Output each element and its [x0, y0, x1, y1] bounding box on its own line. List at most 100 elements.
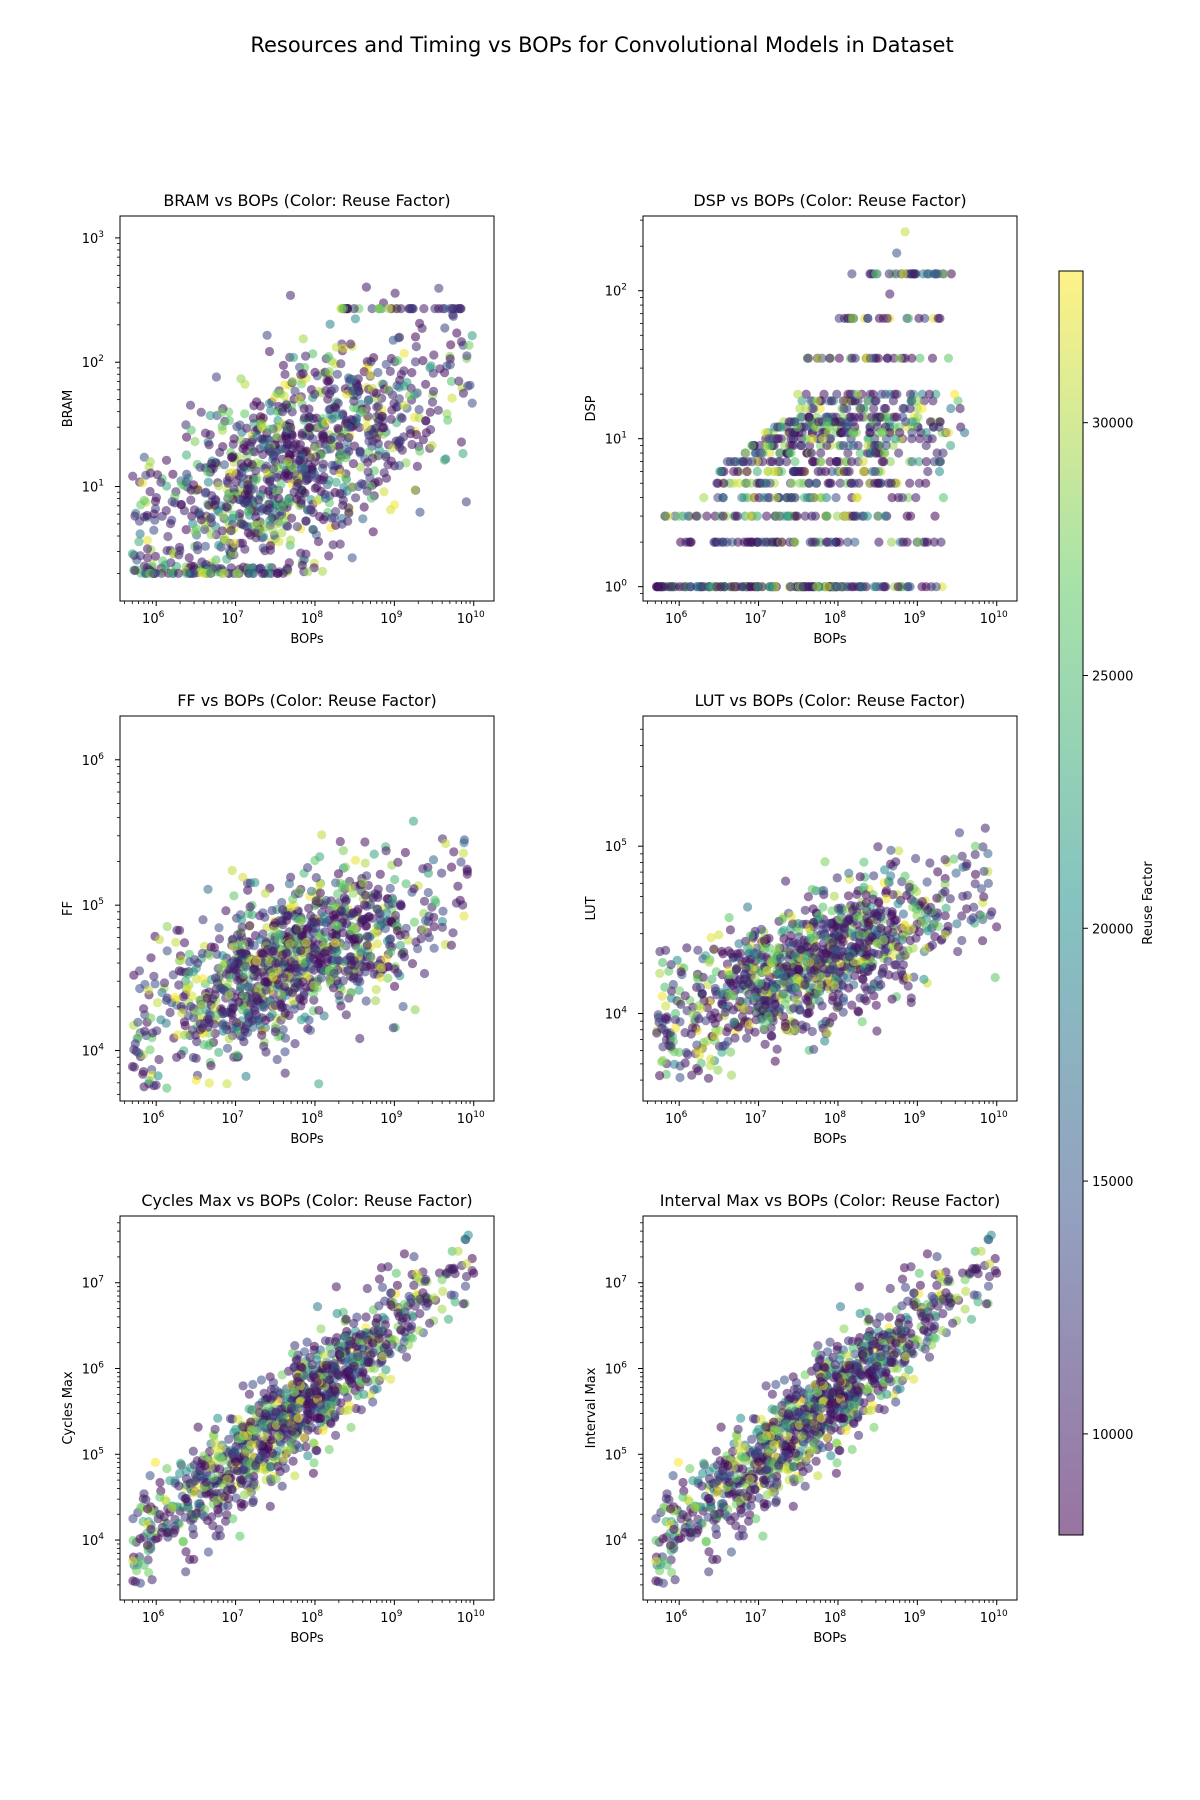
data-point [861, 890, 871, 900]
data-point [310, 944, 320, 954]
data-point [806, 396, 816, 406]
data-point [227, 453, 237, 463]
data-point [200, 541, 210, 551]
data-point [786, 448, 796, 458]
data-point [312, 1302, 323, 1312]
data-point [361, 996, 371, 1006]
data-point [842, 917, 852, 927]
data-point [386, 947, 396, 957]
data-point [730, 511, 741, 521]
data-point [809, 943, 819, 953]
data-point [812, 582, 822, 592]
data-point [759, 1023, 769, 1033]
data-point [381, 908, 392, 918]
data-point [409, 917, 419, 927]
data-point [932, 893, 942, 903]
data-point [902, 511, 912, 521]
data-point [182, 984, 192, 994]
data-point [217, 421, 227, 431]
data-point [791, 1025, 801, 1035]
data-point [283, 521, 293, 531]
data-point [276, 389, 286, 399]
data-point [658, 957, 668, 968]
data-point [430, 895, 440, 905]
data-point [358, 878, 368, 888]
data-point [145, 457, 155, 467]
data-point [722, 457, 733, 467]
data-point [696, 1058, 706, 1068]
data-point [296, 370, 306, 380]
data-point [228, 467, 238, 477]
data-point [786, 582, 796, 592]
data-point [883, 956, 893, 966]
data-point [756, 448, 767, 458]
data-point [168, 469, 178, 479]
data-point [675, 1061, 685, 1071]
data-point [802, 353, 813, 363]
data-point [805, 933, 816, 943]
data-point [872, 938, 882, 949]
data-point [143, 553, 153, 563]
data-point [814, 981, 824, 991]
data-point [927, 940, 938, 950]
data-point [914, 313, 924, 323]
data-point [801, 389, 811, 399]
data-point [440, 323, 450, 333]
data-point [401, 879, 411, 889]
data-point [729, 582, 739, 592]
data-point [456, 337, 467, 347]
data-point [296, 946, 306, 956]
subplot-title: Cycles Max vs BOPs (Color: Reuse Factor) [141, 1191, 472, 1210]
data-point [249, 447, 260, 457]
data-point [216, 962, 226, 972]
data-point [220, 535, 230, 545]
data-point [183, 969, 193, 979]
data-point [316, 973, 326, 983]
data-point [835, 537, 845, 547]
data-point [694, 1001, 704, 1011]
data-point [238, 1381, 248, 1391]
data-point [224, 990, 234, 1000]
data-point [400, 847, 410, 858]
data-point [410, 390, 420, 400]
data-point [726, 1070, 737, 1080]
data-point [415, 446, 425, 456]
data-point [364, 911, 374, 922]
data-point [319, 912, 329, 922]
data-point [666, 993, 677, 1003]
data-point [655, 968, 665, 979]
data-point [268, 464, 278, 474]
data-point [303, 567, 313, 577]
data-point [712, 478, 722, 488]
data-point [946, 269, 956, 279]
data-point [894, 846, 904, 856]
data-point [885, 457, 895, 467]
data-point [939, 269, 949, 279]
data-point [361, 282, 371, 292]
data-point [979, 892, 989, 902]
data-point [697, 988, 707, 999]
data-point [393, 857, 403, 868]
data-point [315, 879, 325, 890]
data-point [375, 869, 385, 879]
data-point [355, 462, 365, 472]
x-axis-label: BOPs [813, 632, 847, 647]
y-tick-label: 104 [605, 1006, 628, 1023]
data-point [381, 1365, 391, 1375]
data-point [661, 945, 671, 956]
data-point [270, 1027, 280, 1037]
data-point [386, 1374, 396, 1384]
data-point [428, 368, 438, 378]
data-point [189, 505, 200, 515]
data-point [191, 1075, 201, 1085]
data-point [273, 493, 284, 503]
data-point [820, 931, 830, 941]
data-point [800, 511, 810, 521]
data-point [402, 377, 412, 387]
data-point [925, 858, 935, 868]
data-point [855, 993, 865, 1003]
data-point [873, 511, 883, 521]
data-point [214, 923, 224, 933]
data-point [249, 941, 259, 951]
data-point [299, 413, 310, 423]
